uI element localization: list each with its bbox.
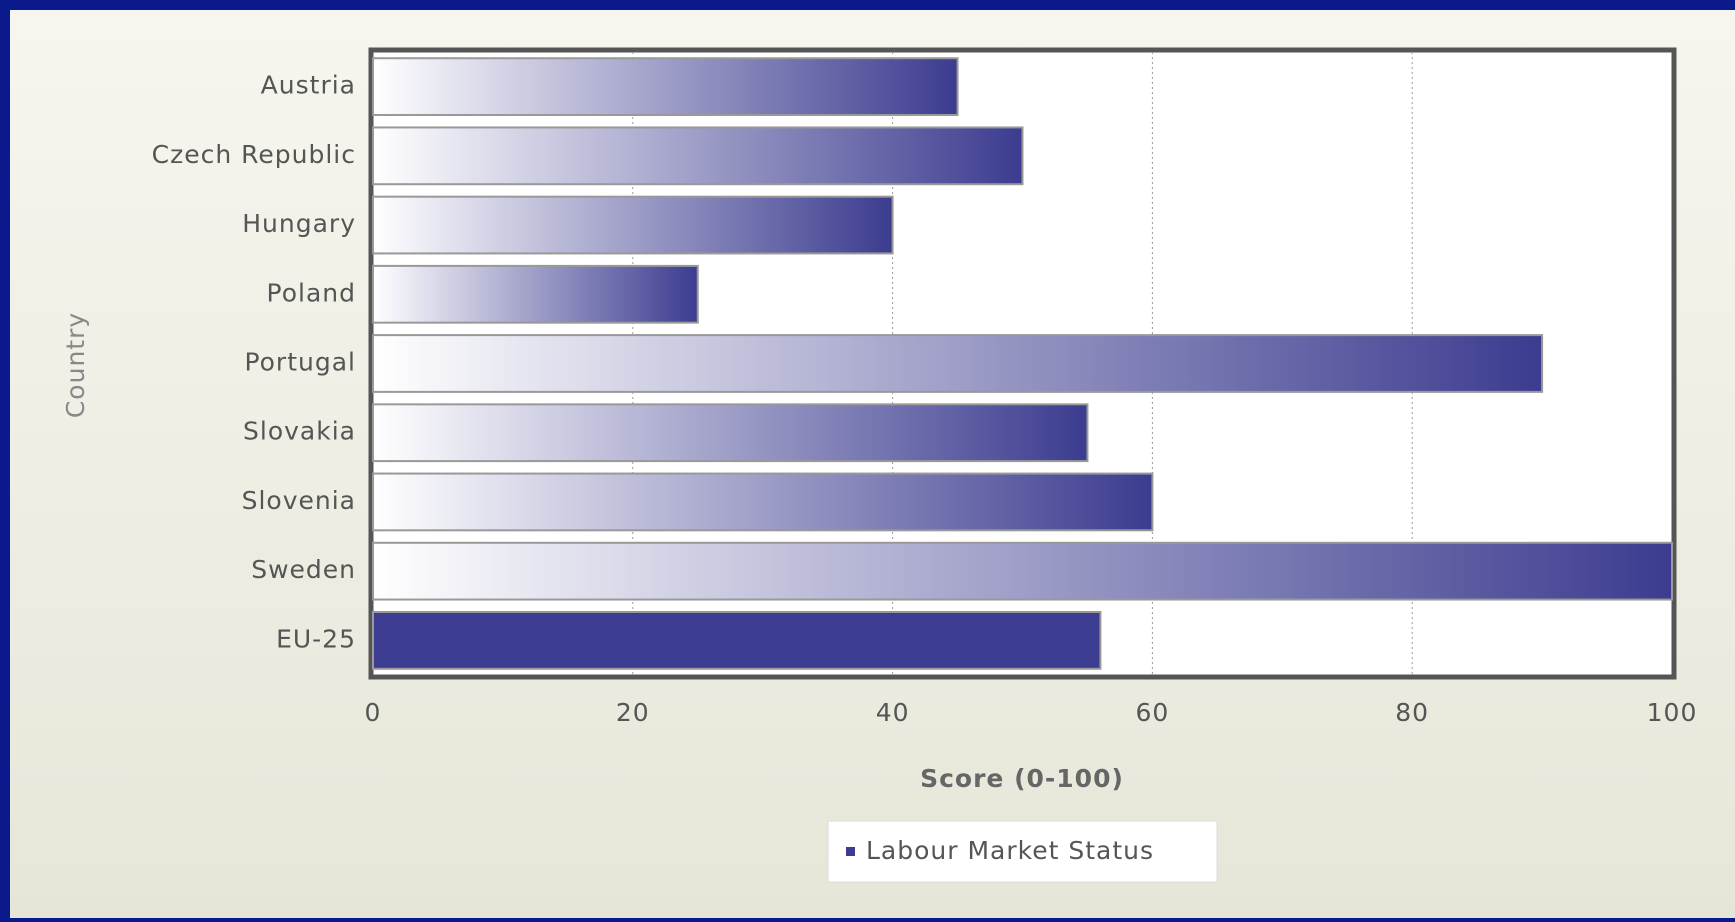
y-tick-label: Austria — [261, 71, 356, 100]
x-axis-title: Score (0-100) — [920, 764, 1124, 793]
x-tick-label: 100 — [1647, 698, 1698, 727]
bar — [372, 195, 894, 255]
y-tick-label: Poland — [267, 278, 356, 307]
y-tick-label: Portugal — [244, 348, 356, 377]
bar — [372, 403, 1089, 463]
legend-box — [827, 820, 1218, 883]
y-tick-label: Sweden — [251, 555, 356, 584]
bar — [372, 472, 1154, 532]
bar — [372, 57, 959, 116]
bar — [372, 264, 699, 324]
bar — [372, 611, 1102, 670]
x-tick-label: 80 — [1395, 698, 1429, 727]
bar — [372, 126, 1024, 186]
bar — [372, 334, 1544, 393]
bar — [372, 541, 1673, 601]
x-tick-label: 40 — [876, 698, 910, 727]
x-tick-label: 0 — [365, 698, 382, 727]
y-axis-title: Country — [61, 312, 90, 418]
y-tick-label: Slovakia — [243, 417, 356, 446]
y-tick-label: Czech Republic — [152, 140, 356, 169]
y-tick-label: Hungary — [242, 209, 356, 238]
legend-label: Labour Market Status — [866, 836, 1154, 865]
x-tick-label: 60 — [1135, 698, 1169, 727]
x-tick-label: 20 — [616, 698, 650, 727]
y-tick-label: EU-25 — [276, 624, 356, 653]
y-tick-label: Slovenia — [242, 486, 356, 515]
legend-swatch — [846, 847, 855, 856]
